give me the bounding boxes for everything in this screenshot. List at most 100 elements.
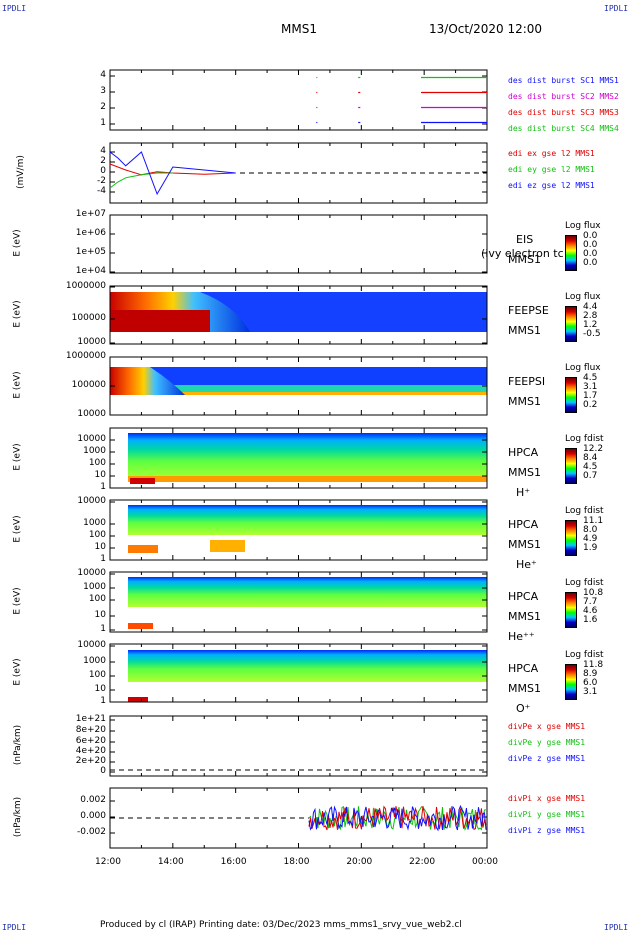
feepse-high-flux xyxy=(110,310,210,332)
x-tick-label: 00:00 xyxy=(472,857,498,867)
p9-colorbar-tick: 8.9 xyxy=(583,669,598,679)
p7-ytick-label: 10000 xyxy=(77,496,106,506)
x-tick-label: 22:00 xyxy=(409,857,436,867)
p2-ytick-label: -4 xyxy=(97,186,106,196)
p1-legend-entry: des dist burst SC1 MMS1 xyxy=(508,76,619,85)
p4-colorbar-tick: -0.5 xyxy=(583,329,601,339)
p9-ytick-label: 100 xyxy=(88,670,106,680)
p10-ytick-label: 8e+20 xyxy=(75,725,106,735)
p8-ylabel: E (eV) xyxy=(12,587,23,615)
p7-colorbar-tick: 1.9 xyxy=(583,543,598,553)
p11-legend-entry: divPi x gse MMS1 xyxy=(508,794,586,803)
divpi-series-line xyxy=(308,804,487,832)
p4-side-label: FEEPSE xyxy=(508,304,549,317)
p3-ylabel: E (eV) xyxy=(12,229,23,257)
p8-ytick-label: 100 xyxy=(88,594,106,604)
p9-ytick-label: 1 xyxy=(100,696,106,706)
p5-colorbar-tick: 1.7 xyxy=(583,391,598,401)
p5-ytick-label: 1000000 xyxy=(65,351,106,361)
p3-colorbar-tick: 0.0 xyxy=(583,249,598,259)
p10-ytick-label: 1e+21 xyxy=(75,714,106,724)
p9-side-label: HPCA xyxy=(508,662,539,675)
p10-frame xyxy=(109,715,488,777)
feepsi-energetic-band xyxy=(110,367,185,395)
p8-side-label: MMS1 xyxy=(508,610,541,623)
hpca-h-low xyxy=(128,476,487,482)
p9-ytick-label: 10000 xyxy=(77,640,106,650)
p4-colorbar-tick: 4.4 xyxy=(583,302,598,312)
p5-colorbar-tick: 4.5 xyxy=(583,373,598,383)
p9-side-label: O⁺ xyxy=(516,702,531,715)
date-title: 13/Oct/2020 12:00 xyxy=(429,22,543,36)
feepsi-low-band xyxy=(110,385,487,395)
p1-legend-entry: des dist burst SC4 MMS4 xyxy=(508,124,619,133)
x-tick-label: 14:00 xyxy=(157,857,184,867)
hpca-hepp-red xyxy=(128,623,153,629)
p3-side-label: EIS xyxy=(516,233,534,246)
p2-ytick-label: 2 xyxy=(100,156,106,166)
edi-series-line xyxy=(109,151,236,196)
p7-ylabel: E (eV) xyxy=(12,515,23,543)
p7-colorbar xyxy=(565,520,577,556)
p11-ytick-label: 0.000 xyxy=(80,811,106,821)
p6-colorbar-tick: 0.7 xyxy=(583,471,598,481)
p6-colorbar-tick: 4.5 xyxy=(583,462,598,472)
p6-colorbar-tick: 8.4 xyxy=(583,453,598,463)
hpca-he-patch xyxy=(210,540,245,552)
p5-ytick-label: 100000 xyxy=(71,380,106,390)
p6-ytick-label: 10000 xyxy=(77,434,106,444)
p2-ytick-label: 0 xyxy=(100,166,106,176)
p7-colorbar-title: Log fdist xyxy=(565,506,604,516)
p7-colorbar-tick: 11.1 xyxy=(583,516,604,526)
p11-ytick-label: -0.002 xyxy=(76,827,106,837)
p6-side-label: HPCA xyxy=(508,446,539,459)
p9-ytick-label: 10 xyxy=(94,684,106,694)
hpca-o-red xyxy=(128,697,148,702)
p4-colorbar-tick: 2.8 xyxy=(583,311,598,321)
hpca-h-red xyxy=(130,478,155,484)
p3-overlay-label: (ivy electron tc xyxy=(481,247,564,260)
p8-ytick-label: 1000 xyxy=(83,582,106,592)
p3-ytick-label: 1e+07 xyxy=(75,209,106,219)
p5-colorbar-tick: 3.1 xyxy=(583,382,598,392)
footer-text: Produced by cl (IRAP) Printing date: 03/… xyxy=(100,920,462,930)
p7-side-label: He⁺ xyxy=(516,558,537,571)
p4-colorbar xyxy=(565,306,577,342)
p10-ytick-label: 6e+20 xyxy=(75,736,106,746)
p8-colorbar-title: Log fdist xyxy=(565,578,604,588)
p11-legend-entry: divPi z gse MMS1 xyxy=(508,826,586,835)
p9-ylabel: E (eV) xyxy=(12,658,23,686)
p6-ytick-label: 10 xyxy=(94,470,106,480)
p6-colorbar-tick: 12.2 xyxy=(583,444,604,454)
p9-colorbar-tick: 6.0 xyxy=(583,678,598,688)
x-tick-label: 20:00 xyxy=(346,857,373,867)
feepsi-floor-band xyxy=(110,392,487,395)
p6-colorbar-title: Log fdist xyxy=(565,434,604,444)
p5-side-label: FEEPSI xyxy=(508,375,546,388)
hpca-he-orange xyxy=(128,545,158,553)
p7-ytick-label: 1 xyxy=(100,554,106,564)
p11-ylabel: (nPa/km) xyxy=(13,796,24,838)
p3-colorbar xyxy=(565,235,577,271)
corner-label-top-right: IPDLI xyxy=(604,4,629,13)
p6-side-label: H⁺ xyxy=(516,486,531,499)
x-tick-label: 12:00 xyxy=(95,857,121,867)
p6-colorbar xyxy=(565,448,577,484)
hpca-he-band xyxy=(128,505,487,535)
p8-colorbar-tick: 10.8 xyxy=(583,588,604,598)
p4-ytick-label: 100000 xyxy=(71,313,106,323)
p3-frame xyxy=(109,214,488,274)
p9-ytick-label: 1000 xyxy=(83,656,106,666)
p7-ytick-label: 1000 xyxy=(83,518,106,528)
p7-ytick-label: 10 xyxy=(94,542,106,552)
p1-frame xyxy=(109,69,488,131)
p11-legend-entry: divPi y gse MMS1 xyxy=(508,810,586,819)
p8-colorbar-tick: 7.7 xyxy=(583,597,598,607)
p1-ytick-label: 2 xyxy=(100,102,106,112)
p1-legend-entry: des dist burst SC3 MMS3 xyxy=(508,108,619,117)
p9-colorbar-tick: 3.1 xyxy=(583,687,598,697)
p3-colorbar-tick: 0.0 xyxy=(583,258,598,268)
x-tick-label: 18:00 xyxy=(283,857,310,867)
p11-ytick-label: 0.002 xyxy=(80,795,106,805)
